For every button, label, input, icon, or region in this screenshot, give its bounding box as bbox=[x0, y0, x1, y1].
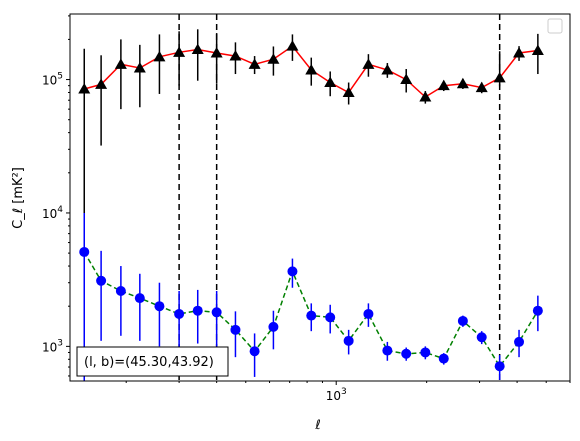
data-point bbox=[287, 266, 298, 277]
data-point bbox=[153, 50, 166, 62]
data-point bbox=[381, 63, 394, 75]
data-point bbox=[420, 347, 431, 358]
data-point bbox=[267, 53, 280, 64]
data-point bbox=[174, 308, 185, 319]
data-point bbox=[249, 346, 260, 357]
annotation-box: (l, b)=(45.30,43.92) bbox=[76, 346, 229, 377]
data-point bbox=[173, 46, 186, 57]
data-point bbox=[437, 79, 450, 91]
data-point bbox=[362, 58, 375, 69]
data-point bbox=[114, 58, 127, 69]
data-point bbox=[457, 315, 468, 326]
y-tick-label: 104 bbox=[42, 205, 63, 221]
data-point bbox=[96, 275, 107, 286]
data-point bbox=[95, 78, 108, 89]
annotation-text: (l, b)=(45.30,43.92) bbox=[84, 355, 214, 370]
data-point bbox=[513, 47, 526, 58]
data-point bbox=[191, 43, 204, 54]
x-axis-label: ℓ bbox=[314, 418, 320, 433]
data-point bbox=[401, 348, 412, 359]
data-point bbox=[305, 63, 318, 75]
y-tick-label: 105 bbox=[42, 72, 63, 88]
data-point bbox=[475, 81, 488, 93]
data-point bbox=[438, 353, 449, 364]
data-point bbox=[494, 361, 505, 372]
data-point bbox=[400, 73, 413, 85]
data-point bbox=[229, 50, 242, 61]
data-point bbox=[342, 86, 355, 97]
legend-box bbox=[547, 18, 563, 34]
data-point bbox=[134, 293, 145, 304]
data-point bbox=[210, 47, 223, 58]
data-point bbox=[514, 336, 525, 347]
data-point bbox=[211, 307, 222, 318]
data-point bbox=[306, 310, 317, 321]
series-0 bbox=[78, 29, 544, 381]
y-axis-label: C_ℓ [mK²] bbox=[11, 167, 26, 229]
y-tick-label: 103 bbox=[42, 338, 63, 354]
data-point bbox=[79, 246, 90, 257]
data-point bbox=[363, 308, 374, 319]
data-point bbox=[456, 77, 469, 89]
data-point bbox=[133, 62, 146, 73]
data-point bbox=[325, 312, 336, 323]
data-point bbox=[248, 58, 261, 69]
plot-frame bbox=[69, 13, 571, 382]
data-point bbox=[419, 90, 432, 102]
data-point bbox=[78, 82, 91, 94]
series-layer bbox=[78, 29, 544, 381]
data-point bbox=[192, 305, 203, 316]
data-point bbox=[343, 335, 354, 346]
axis-ticks: 103 103 104 105 bbox=[42, 15, 571, 403]
data-point bbox=[268, 321, 279, 332]
series-1 bbox=[79, 212, 543, 381]
x-tick-label: 103 bbox=[326, 387, 347, 403]
data-point bbox=[324, 76, 337, 88]
data-point bbox=[230, 324, 241, 335]
data-point bbox=[531, 44, 544, 56]
data-point bbox=[154, 301, 165, 312]
data-point bbox=[382, 345, 393, 356]
data-point bbox=[115, 286, 126, 297]
vertical-lines bbox=[178, 14, 501, 381]
data-point bbox=[532, 305, 543, 316]
data-point bbox=[476, 332, 487, 343]
data-point bbox=[286, 40, 299, 51]
data-point bbox=[493, 71, 506, 83]
